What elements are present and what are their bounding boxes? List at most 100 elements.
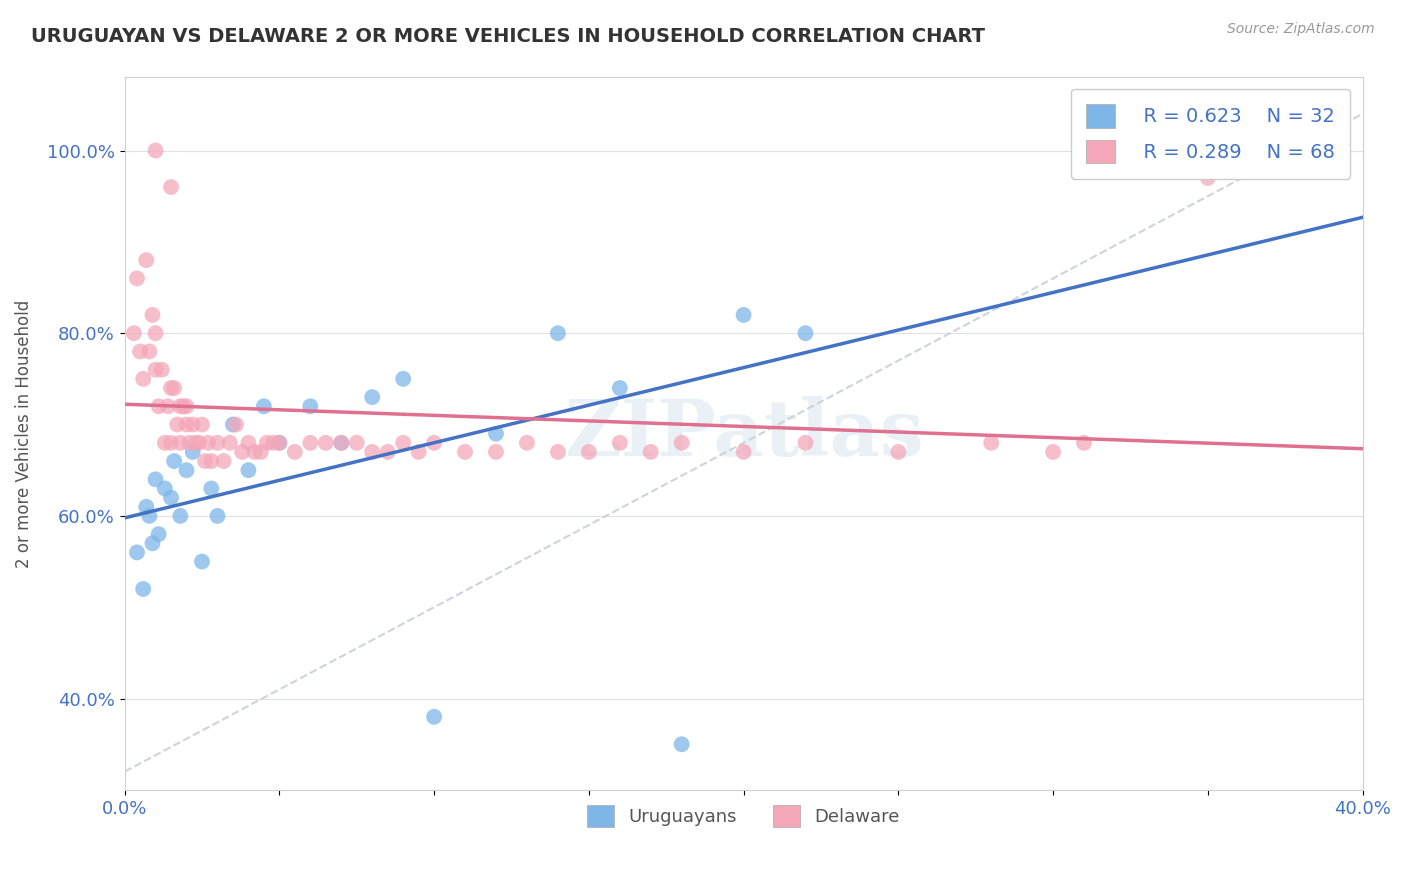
Point <box>249 445 271 459</box>
Point <box>392 372 415 386</box>
Point <box>191 417 214 432</box>
Point <box>176 399 198 413</box>
Point <box>315 435 337 450</box>
Point <box>181 417 204 432</box>
Point <box>207 435 229 450</box>
Point <box>980 435 1002 450</box>
Point <box>125 271 148 285</box>
Point <box>145 363 167 377</box>
Point <box>485 445 508 459</box>
Point <box>129 344 152 359</box>
Point <box>148 527 170 541</box>
Point <box>160 180 183 194</box>
Point <box>207 508 229 523</box>
Point <box>377 445 399 459</box>
Point <box>132 372 155 386</box>
Point <box>169 435 191 450</box>
Point <box>200 482 222 496</box>
Point <box>1042 445 1064 459</box>
Point <box>284 445 307 459</box>
Point <box>887 445 910 459</box>
Point <box>243 445 266 459</box>
Point <box>256 435 278 450</box>
Point <box>733 308 755 322</box>
Point <box>454 445 477 459</box>
Point <box>122 326 145 341</box>
Point <box>197 435 219 450</box>
Point <box>218 435 240 450</box>
Point <box>135 500 157 514</box>
Point <box>163 381 186 395</box>
Point <box>160 435 183 450</box>
Point <box>191 555 214 569</box>
Point <box>516 435 538 450</box>
Point <box>200 454 222 468</box>
Point <box>262 435 284 450</box>
Point <box>547 445 569 459</box>
Point <box>361 390 384 404</box>
Point <box>169 508 191 523</box>
Legend: Uruguayans, Delaware: Uruguayans, Delaware <box>579 797 907 834</box>
Point <box>640 445 662 459</box>
Point <box>166 417 188 432</box>
Point <box>238 435 260 450</box>
Point <box>156 399 179 413</box>
Point <box>238 463 260 477</box>
Point <box>269 435 291 450</box>
Point <box>225 417 247 432</box>
Point <box>125 545 148 559</box>
Point <box>253 399 276 413</box>
Point <box>361 445 384 459</box>
Point <box>163 454 186 468</box>
Point <box>160 381 183 395</box>
Point <box>187 435 209 450</box>
Point <box>194 454 217 468</box>
Point <box>138 344 160 359</box>
Point <box>269 435 291 450</box>
Point <box>184 435 207 450</box>
Point <box>1197 170 1219 185</box>
Point <box>346 435 368 450</box>
Point <box>176 463 198 477</box>
Point <box>330 435 353 450</box>
Point <box>176 417 198 432</box>
Point <box>485 426 508 441</box>
Point <box>150 363 173 377</box>
Point <box>392 435 415 450</box>
Point <box>547 326 569 341</box>
Point <box>141 536 163 550</box>
Point <box>423 435 446 450</box>
Point <box>148 399 170 413</box>
Point <box>153 435 176 450</box>
Y-axis label: 2 or more Vehicles in Household: 2 or more Vehicles in Household <box>15 300 32 568</box>
Point <box>330 435 353 450</box>
Point <box>733 445 755 459</box>
Point <box>1104 144 1126 158</box>
Point <box>794 435 817 450</box>
Point <box>160 491 183 505</box>
Point <box>138 508 160 523</box>
Point <box>1073 435 1095 450</box>
Point <box>222 417 245 432</box>
Text: Source: ZipAtlas.com: Source: ZipAtlas.com <box>1227 22 1375 37</box>
Point <box>671 737 693 751</box>
Point <box>299 435 322 450</box>
Text: URUGUAYAN VS DELAWARE 2 OR MORE VEHICLES IN HOUSEHOLD CORRELATION CHART: URUGUAYAN VS DELAWARE 2 OR MORE VEHICLES… <box>31 27 986 45</box>
Point <box>671 435 693 450</box>
Point <box>169 399 191 413</box>
Point <box>609 381 631 395</box>
Point <box>408 445 430 459</box>
Point <box>172 399 194 413</box>
Point <box>141 308 163 322</box>
Point <box>132 582 155 596</box>
Point <box>181 445 204 459</box>
Text: ZIPatlas: ZIPatlas <box>564 396 924 472</box>
Point <box>145 144 167 158</box>
Point <box>578 445 600 459</box>
Point <box>153 482 176 496</box>
Point <box>299 399 322 413</box>
Point <box>145 472 167 486</box>
Point <box>609 435 631 450</box>
Point <box>231 445 253 459</box>
Point <box>212 454 235 468</box>
